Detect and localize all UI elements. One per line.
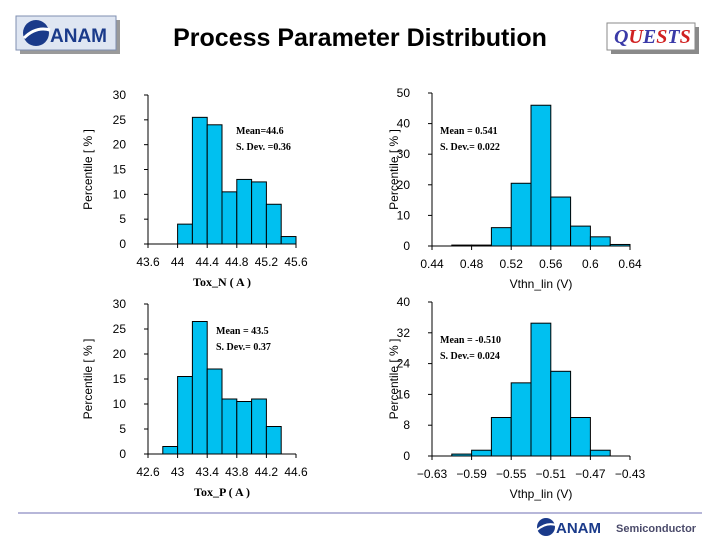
quests-logo: QUESTS — [606, 22, 699, 54]
quests-logo-text: QUESTS — [614, 26, 691, 48]
y-tick-label: 0 — [119, 447, 126, 461]
x-tick-label: −0.43 — [615, 467, 646, 481]
quests-logo-letter: E — [642, 26, 656, 48]
histogram-bar — [550, 370, 572, 457]
x-axis-label: Tox_N ( A ) — [193, 275, 251, 289]
x-tick-label: 44.2 — [255, 465, 279, 479]
stats-annotation: Mean=44.6 — [236, 126, 284, 137]
quests-logo-letter: S — [656, 26, 667, 48]
y-tick-label: 0 — [403, 239, 410, 253]
x-tick-label: −0.63 — [417, 467, 448, 481]
y-tick-label: 40 — [397, 295, 411, 309]
quests-logo-plate — [606, 22, 696, 51]
x-tick-label: 44.4 — [196, 255, 220, 269]
page-title: Process Parameter Distribution — [173, 24, 547, 52]
x-tick-label: 0.48 — [460, 257, 484, 271]
anam-logo: ANAM — [15, 15, 120, 54]
x-tick-label: 44.6 — [284, 465, 308, 479]
x-tick-label: 0.44 — [420, 257, 444, 271]
y-tick-label: 0 — [119, 237, 126, 251]
histogram-bar — [589, 449, 611, 457]
y-tick-label: 24 — [397, 357, 411, 371]
x-tick-label: 43.8 — [225, 465, 249, 479]
x-tick-label: 0.52 — [500, 257, 524, 271]
y-tick-label: 25 — [113, 113, 127, 127]
stats-annotation: Mean = 43.5 — [216, 326, 269, 337]
stats-annotation: S. Dev.= 0.024 — [440, 351, 500, 362]
x-tick-label: 43.4 — [196, 465, 220, 479]
x-tick-label: 43 — [171, 465, 185, 479]
y-tick-label: 15 — [113, 163, 127, 177]
y-tick-label: 10 — [113, 187, 127, 201]
anam-logo-globe-icon — [23, 20, 49, 46]
x-tick-label: −0.59 — [456, 467, 487, 481]
footer-logo-text: ANAM — [556, 520, 601, 537]
x-tick-label: 42.6 — [136, 465, 160, 479]
footer-logo-suffix: Semiconductor — [616, 523, 697, 535]
x-axis-label: Tox_P ( A ) — [194, 485, 250, 499]
y-tick-label: 40 — [397, 117, 411, 131]
y-tick-label: 5 — [119, 212, 126, 226]
y-tick-label: 20 — [397, 178, 411, 192]
histogram-bar — [471, 449, 492, 457]
stats-annotation: Mean = -0.510 — [440, 335, 501, 346]
histogram-bar — [570, 417, 591, 457]
quests-logo-letter: T — [667, 26, 680, 48]
y-tick-label: 5 — [119, 422, 126, 436]
y-axis-label: Percentile [ % ] — [387, 129, 401, 210]
y-tick-label: 20 — [113, 347, 127, 361]
y-tick-label: 10 — [113, 397, 127, 411]
anam-logo-swoosh-icon — [22, 27, 51, 40]
x-tick-label: −0.47 — [575, 467, 606, 481]
histogram-bar — [530, 322, 552, 457]
quests-logo-letter: U — [628, 26, 644, 48]
x-tick-label: 0.64 — [618, 257, 642, 271]
stats-annotation: Mean = 0.541 — [440, 126, 498, 137]
footer-swoosh-icon — [536, 523, 557, 531]
histogram-bar — [510, 382, 532, 457]
x-tick-label: 0.6 — [582, 257, 599, 271]
x-tick-label: 44 — [171, 255, 185, 269]
anam-logo-text: ANAM — [50, 26, 107, 47]
y-tick-label: 10 — [397, 208, 411, 222]
stats-annotation: S. Dev.= 0.022 — [440, 142, 500, 153]
x-tick-label: −0.51 — [536, 467, 567, 481]
x-axis-label: Vthp_lin (V) — [510, 487, 573, 501]
x-tick-label: 0.56 — [539, 257, 563, 271]
x-tick-label: 45.2 — [255, 255, 279, 269]
footer-anam-logo: ANAM Semiconductor — [536, 518, 697, 537]
y-tick-label: 50 — [397, 86, 411, 100]
y-tick-label: 8 — [403, 418, 410, 432]
y-axis-label: Percentile [ % ] — [81, 339, 95, 420]
y-tick-label: 30 — [397, 147, 411, 161]
quests-logo-letter: Q — [614, 26, 628, 48]
y-axis-label: Percentile [ % ] — [81, 129, 95, 210]
x-tick-label: 43.6 — [136, 255, 160, 269]
y-axis-label: Percentile [ % ] — [387, 339, 401, 420]
x-tick-label: 45.6 — [284, 255, 308, 269]
x-tick-label: 44.8 — [225, 255, 249, 269]
x-tick-label: −0.55 — [496, 467, 527, 481]
footer-globe-icon — [537, 518, 555, 536]
y-tick-label: 25 — [113, 322, 127, 336]
stats-annotation: S. Dev. =0.36 — [236, 142, 291, 153]
stats-annotation: S. Dev.= 0.37 — [216, 342, 271, 353]
y-tick-label: 20 — [113, 138, 127, 152]
y-tick-label: 16 — [397, 387, 411, 401]
y-tick-label: 0 — [403, 449, 410, 463]
y-tick-label: 30 — [113, 297, 127, 311]
y-tick-label: 15 — [113, 372, 127, 386]
x-axis-label: Vthn_lin (V) — [510, 277, 573, 291]
quests-logo-letter: S — [680, 26, 691, 48]
y-tick-label: 30 — [113, 88, 127, 102]
y-tick-label: 32 — [397, 326, 411, 340]
histogram-bar — [490, 417, 512, 457]
footer-divider — [18, 512, 702, 514]
